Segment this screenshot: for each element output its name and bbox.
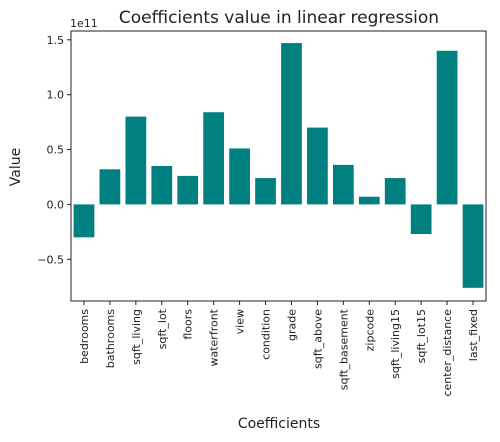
x-tick-label: center_distance xyxy=(441,309,454,397)
bar-condition xyxy=(255,178,276,205)
bar-waterfront xyxy=(203,112,225,205)
x-tick-label: sqft_living15 xyxy=(389,309,402,379)
plot-frame xyxy=(70,30,487,302)
bar-sqft-living xyxy=(125,116,147,205)
bar-sqft-above xyxy=(307,127,328,205)
x-tick-label: last_fixed xyxy=(467,309,480,361)
y-tick-label: 1.0 xyxy=(47,89,65,102)
x-tick-label: sqft_living xyxy=(130,309,143,365)
x-axis-ticks: bedrooms bathrooms sqft_living sqft_lot floo… xyxy=(78,301,480,397)
y-tick-label: 1.5 xyxy=(47,34,65,47)
x-tick-label: sqft_basement xyxy=(337,308,350,390)
x-tick-label: sqft_lot15 xyxy=(415,309,428,363)
x-tick-label: floors xyxy=(182,309,195,340)
x-tick-label: view xyxy=(234,309,247,334)
y-tick-label: 0.5 xyxy=(47,144,65,157)
x-tick-label: zipcode xyxy=(363,309,376,352)
x-tick-label: bathrooms xyxy=(104,309,117,368)
bar-center-distance xyxy=(436,50,458,205)
x-tick-label: condition xyxy=(260,309,273,360)
bars-group xyxy=(73,43,484,288)
bar-view xyxy=(229,148,250,205)
y-tick-label: 0.0 xyxy=(47,198,65,211)
x-tick-label: grade xyxy=(285,309,298,341)
y-axis-ticks: −0.5 0.0 0.5 1.0 1.5 xyxy=(37,34,71,266)
bar-last-fixed xyxy=(462,204,484,288)
x-tick-label: bedrooms xyxy=(78,309,91,364)
y-tick-label: −0.5 xyxy=(37,253,64,266)
x-tick-label: waterfront xyxy=(208,308,221,366)
bar-sqft-living15 xyxy=(384,178,406,205)
bar-sqft-lot xyxy=(151,166,173,205)
bar-sqft-basement xyxy=(332,164,354,205)
chart-title: Coefficients value in linear regression xyxy=(119,8,439,28)
x-tick-label: sqft_above xyxy=(311,309,324,369)
bar-zipcode xyxy=(358,196,380,205)
bar-grade xyxy=(281,43,302,205)
y-scale-label: 1e11 xyxy=(70,17,98,30)
bar-bathrooms xyxy=(99,169,121,205)
x-axis-label: Coefficients xyxy=(238,416,320,432)
x-tick-label: sqft_lot xyxy=(156,308,169,349)
y-axis-label: Value xyxy=(8,148,24,186)
bar-floors xyxy=(177,175,199,205)
bar-sqft-lot15 xyxy=(410,204,432,235)
bar-bedrooms xyxy=(73,204,95,238)
